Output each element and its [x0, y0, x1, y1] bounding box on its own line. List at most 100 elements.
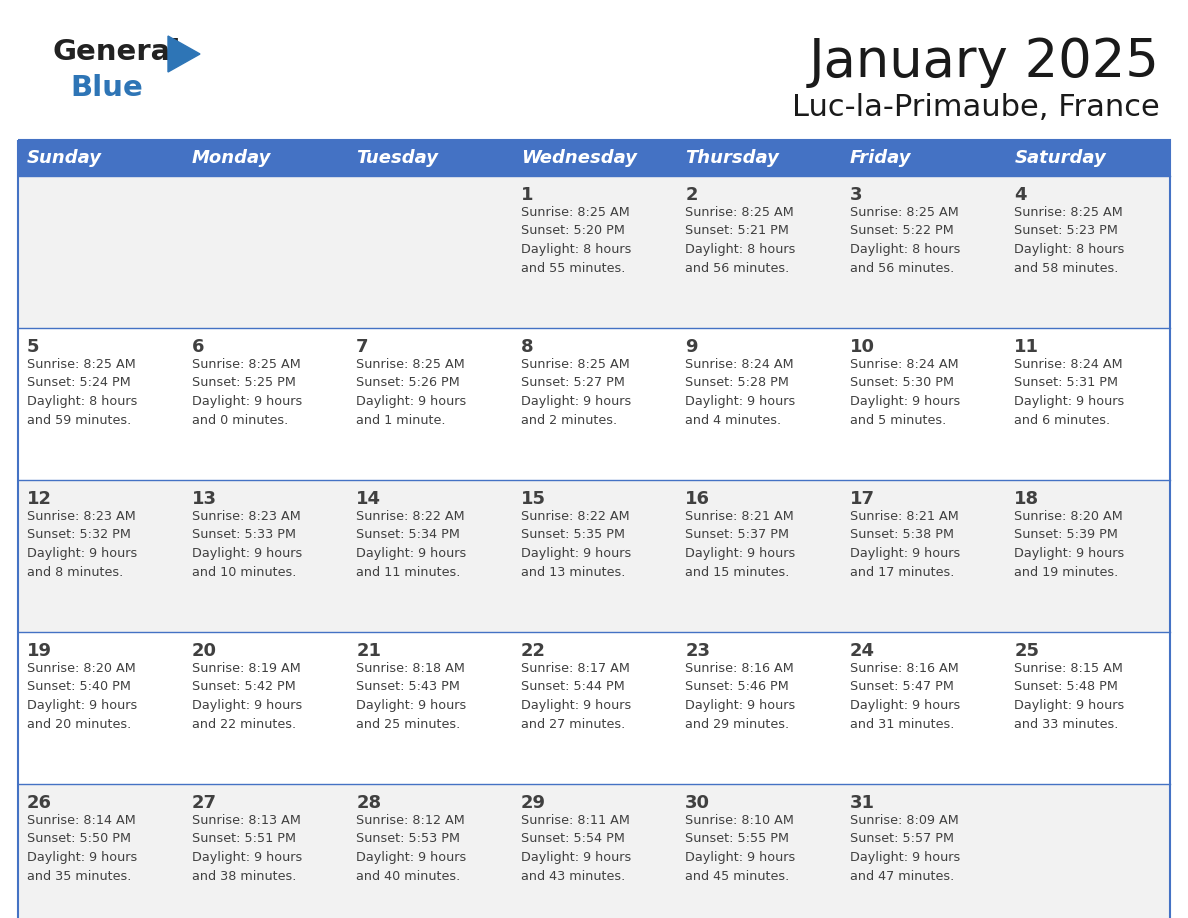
Text: 19: 19: [27, 642, 52, 660]
Text: Sunrise: 8:22 AM
Sunset: 5:35 PM
Daylight: 9 hours
and 13 minutes.: Sunrise: 8:22 AM Sunset: 5:35 PM Dayligh…: [520, 510, 631, 578]
Text: 26: 26: [27, 794, 52, 812]
Text: 11: 11: [1015, 338, 1040, 356]
Bar: [347, 480, 512, 632]
Bar: [676, 784, 841, 918]
Text: Sunrise: 8:25 AM
Sunset: 5:26 PM
Daylight: 9 hours
and 1 minute.: Sunrise: 8:25 AM Sunset: 5:26 PM Dayligh…: [356, 358, 467, 427]
Text: January 2025: January 2025: [809, 36, 1159, 88]
Bar: [841, 140, 1005, 176]
Bar: [18, 480, 183, 632]
Bar: [18, 140, 1170, 918]
Bar: [347, 176, 512, 328]
Bar: [347, 632, 512, 784]
Bar: [512, 328, 676, 480]
Bar: [183, 480, 347, 632]
Bar: [1005, 176, 1170, 328]
Text: Sunrise: 8:21 AM
Sunset: 5:38 PM
Daylight: 9 hours
and 17 minutes.: Sunrise: 8:21 AM Sunset: 5:38 PM Dayligh…: [849, 510, 960, 578]
Text: 18: 18: [1015, 490, 1040, 508]
Text: Sunrise: 8:19 AM
Sunset: 5:42 PM
Daylight: 9 hours
and 22 minutes.: Sunrise: 8:19 AM Sunset: 5:42 PM Dayligh…: [191, 662, 302, 731]
Text: Sunrise: 8:25 AM
Sunset: 5:21 PM
Daylight: 8 hours
and 56 minutes.: Sunrise: 8:25 AM Sunset: 5:21 PM Dayligh…: [685, 206, 796, 274]
Text: Sunrise: 8:17 AM
Sunset: 5:44 PM
Daylight: 9 hours
and 27 minutes.: Sunrise: 8:17 AM Sunset: 5:44 PM Dayligh…: [520, 662, 631, 731]
Text: 29: 29: [520, 794, 545, 812]
Bar: [676, 140, 841, 176]
Text: 23: 23: [685, 642, 710, 660]
Text: 7: 7: [356, 338, 368, 356]
Text: Sunrise: 8:18 AM
Sunset: 5:43 PM
Daylight: 9 hours
and 25 minutes.: Sunrise: 8:18 AM Sunset: 5:43 PM Dayligh…: [356, 662, 467, 731]
Text: 20: 20: [191, 642, 216, 660]
Text: 4: 4: [1015, 186, 1026, 204]
Text: Wednesday: Wednesday: [520, 149, 637, 167]
Bar: [1005, 328, 1170, 480]
Bar: [347, 784, 512, 918]
Text: 5: 5: [27, 338, 39, 356]
Text: 16: 16: [685, 490, 710, 508]
Text: 24: 24: [849, 642, 874, 660]
Bar: [676, 176, 841, 328]
Bar: [841, 328, 1005, 480]
Bar: [512, 140, 676, 176]
Bar: [18, 784, 183, 918]
Bar: [18, 176, 183, 328]
Text: Sunrise: 8:25 AM
Sunset: 5:25 PM
Daylight: 9 hours
and 0 minutes.: Sunrise: 8:25 AM Sunset: 5:25 PM Dayligh…: [191, 358, 302, 427]
Bar: [841, 632, 1005, 784]
Text: Sunrise: 8:25 AM
Sunset: 5:27 PM
Daylight: 9 hours
and 2 minutes.: Sunrise: 8:25 AM Sunset: 5:27 PM Dayligh…: [520, 358, 631, 427]
Text: Sunrise: 8:25 AM
Sunset: 5:23 PM
Daylight: 8 hours
and 58 minutes.: Sunrise: 8:25 AM Sunset: 5:23 PM Dayligh…: [1015, 206, 1125, 274]
Text: 9: 9: [685, 338, 697, 356]
Bar: [841, 480, 1005, 632]
Text: 31: 31: [849, 794, 874, 812]
Bar: [183, 784, 347, 918]
Text: 8: 8: [520, 338, 533, 356]
Polygon shape: [168, 36, 200, 72]
Text: Sunrise: 8:11 AM
Sunset: 5:54 PM
Daylight: 9 hours
and 43 minutes.: Sunrise: 8:11 AM Sunset: 5:54 PM Dayligh…: [520, 814, 631, 882]
Bar: [347, 328, 512, 480]
Bar: [1005, 140, 1170, 176]
Bar: [512, 784, 676, 918]
Text: General: General: [52, 38, 181, 66]
Bar: [1005, 480, 1170, 632]
Bar: [676, 632, 841, 784]
Text: Sunrise: 8:09 AM
Sunset: 5:57 PM
Daylight: 9 hours
and 47 minutes.: Sunrise: 8:09 AM Sunset: 5:57 PM Dayligh…: [849, 814, 960, 882]
Bar: [512, 480, 676, 632]
Text: 12: 12: [27, 490, 52, 508]
Text: Sunrise: 8:25 AM
Sunset: 5:22 PM
Daylight: 8 hours
and 56 minutes.: Sunrise: 8:25 AM Sunset: 5:22 PM Dayligh…: [849, 206, 960, 274]
Text: 27: 27: [191, 794, 216, 812]
Text: Sunrise: 8:22 AM
Sunset: 5:34 PM
Daylight: 9 hours
and 11 minutes.: Sunrise: 8:22 AM Sunset: 5:34 PM Dayligh…: [356, 510, 467, 578]
Text: 30: 30: [685, 794, 710, 812]
Bar: [841, 176, 1005, 328]
Text: 3: 3: [849, 186, 862, 204]
Text: Sunday: Sunday: [27, 149, 102, 167]
Bar: [676, 328, 841, 480]
Text: Sunrise: 8:14 AM
Sunset: 5:50 PM
Daylight: 9 hours
and 35 minutes.: Sunrise: 8:14 AM Sunset: 5:50 PM Dayligh…: [27, 814, 138, 882]
Text: 10: 10: [849, 338, 874, 356]
Text: Tuesday: Tuesday: [356, 149, 438, 167]
Bar: [512, 632, 676, 784]
Text: Sunrise: 8:20 AM
Sunset: 5:40 PM
Daylight: 9 hours
and 20 minutes.: Sunrise: 8:20 AM Sunset: 5:40 PM Dayligh…: [27, 662, 138, 731]
Bar: [512, 176, 676, 328]
Text: Sunrise: 8:25 AM
Sunset: 5:24 PM
Daylight: 8 hours
and 59 minutes.: Sunrise: 8:25 AM Sunset: 5:24 PM Dayligh…: [27, 358, 138, 427]
Text: Monday: Monday: [191, 149, 271, 167]
Text: Sunrise: 8:23 AM
Sunset: 5:32 PM
Daylight: 9 hours
and 8 minutes.: Sunrise: 8:23 AM Sunset: 5:32 PM Dayligh…: [27, 510, 138, 578]
Text: 13: 13: [191, 490, 216, 508]
Text: 6: 6: [191, 338, 204, 356]
Text: Sunrise: 8:21 AM
Sunset: 5:37 PM
Daylight: 9 hours
and 15 minutes.: Sunrise: 8:21 AM Sunset: 5:37 PM Dayligh…: [685, 510, 796, 578]
Text: Thursday: Thursday: [685, 149, 779, 167]
Text: Sunrise: 8:24 AM
Sunset: 5:31 PM
Daylight: 9 hours
and 6 minutes.: Sunrise: 8:24 AM Sunset: 5:31 PM Dayligh…: [1015, 358, 1125, 427]
Text: Sunrise: 8:12 AM
Sunset: 5:53 PM
Daylight: 9 hours
and 40 minutes.: Sunrise: 8:12 AM Sunset: 5:53 PM Dayligh…: [356, 814, 467, 882]
Bar: [18, 632, 183, 784]
Text: Sunrise: 8:15 AM
Sunset: 5:48 PM
Daylight: 9 hours
and 33 minutes.: Sunrise: 8:15 AM Sunset: 5:48 PM Dayligh…: [1015, 662, 1125, 731]
Text: 22: 22: [520, 642, 545, 660]
Text: Sunrise: 8:10 AM
Sunset: 5:55 PM
Daylight: 9 hours
and 45 minutes.: Sunrise: 8:10 AM Sunset: 5:55 PM Dayligh…: [685, 814, 796, 882]
Text: 17: 17: [849, 490, 874, 508]
Bar: [841, 784, 1005, 918]
Text: 14: 14: [356, 490, 381, 508]
Text: 15: 15: [520, 490, 545, 508]
Text: Sunrise: 8:24 AM
Sunset: 5:30 PM
Daylight: 9 hours
and 5 minutes.: Sunrise: 8:24 AM Sunset: 5:30 PM Dayligh…: [849, 358, 960, 427]
Text: 28: 28: [356, 794, 381, 812]
Text: Sunrise: 8:25 AM
Sunset: 5:20 PM
Daylight: 8 hours
and 55 minutes.: Sunrise: 8:25 AM Sunset: 5:20 PM Dayligh…: [520, 206, 631, 274]
Bar: [183, 632, 347, 784]
Text: Blue: Blue: [70, 74, 143, 102]
Bar: [183, 328, 347, 480]
Bar: [1005, 632, 1170, 784]
Text: Sunrise: 8:16 AM
Sunset: 5:47 PM
Daylight: 9 hours
and 31 minutes.: Sunrise: 8:16 AM Sunset: 5:47 PM Dayligh…: [849, 662, 960, 731]
Text: 1: 1: [520, 186, 533, 204]
Bar: [183, 176, 347, 328]
